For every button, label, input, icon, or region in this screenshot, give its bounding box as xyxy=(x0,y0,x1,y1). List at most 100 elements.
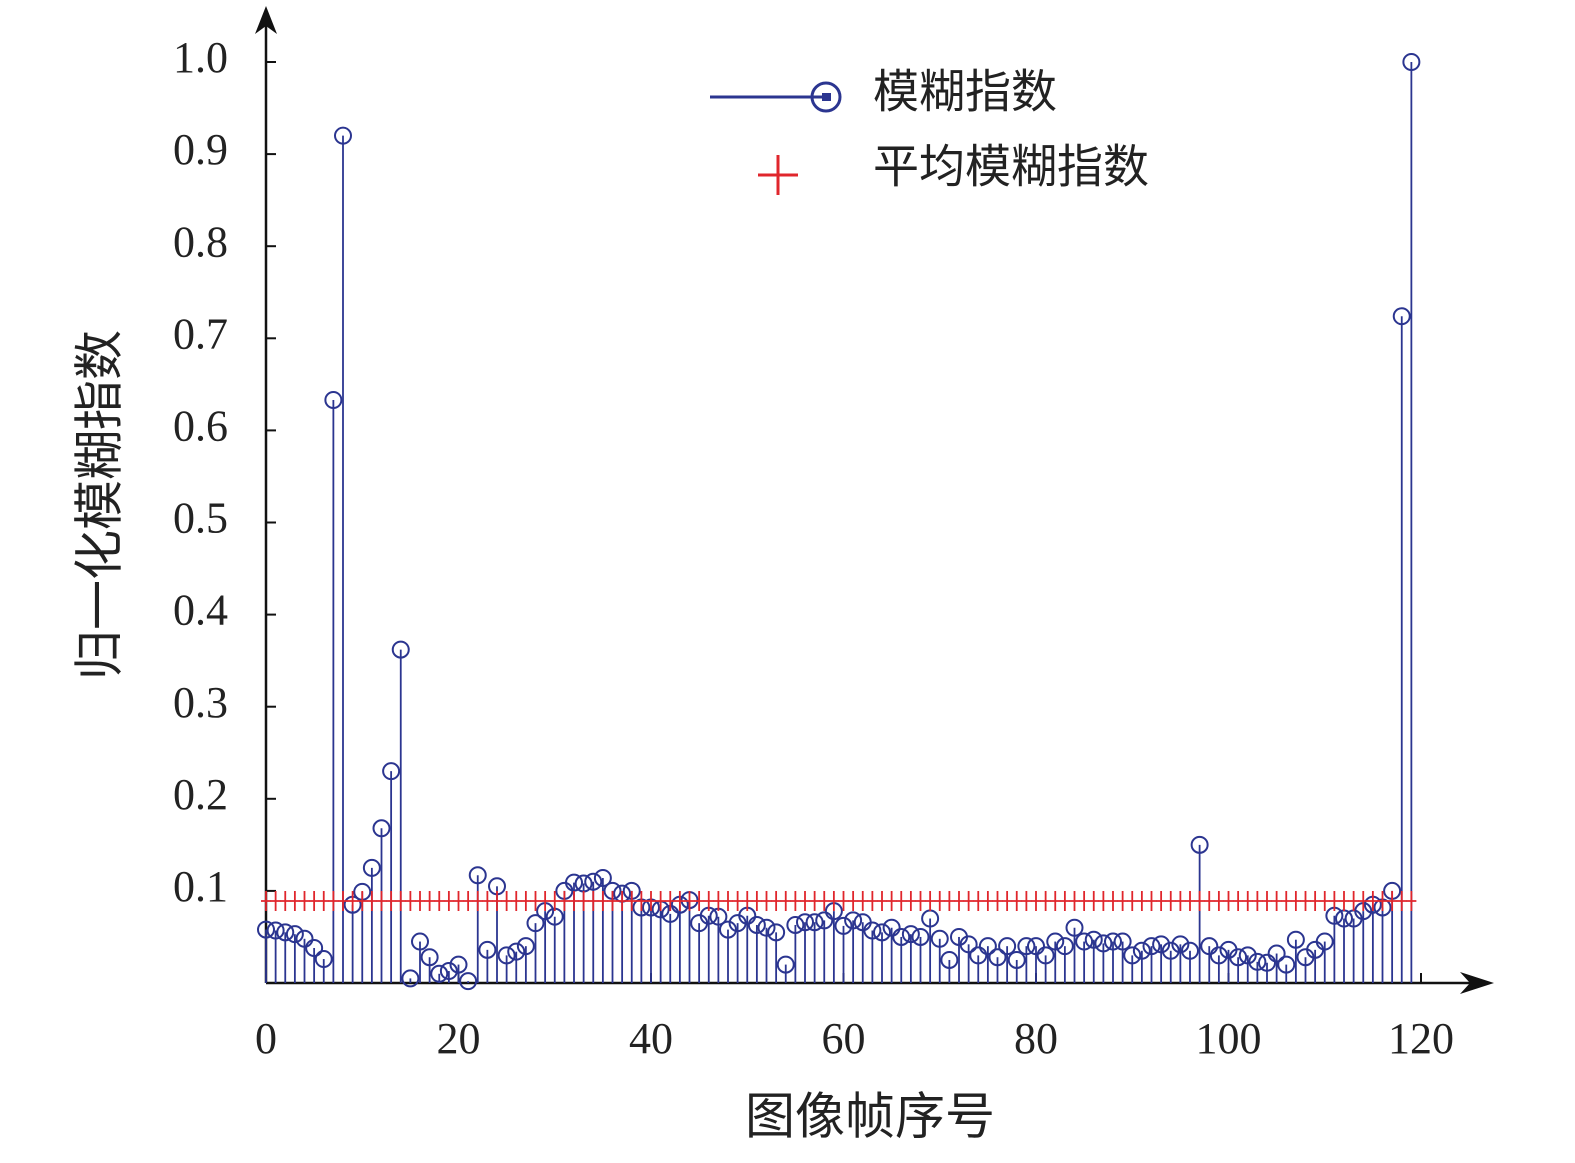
mean-marker xyxy=(1204,891,1215,912)
y-tick-label: 0.9 xyxy=(173,125,228,174)
stem-marker xyxy=(1142,937,1161,956)
x-axis-arrow xyxy=(1460,972,1494,994)
stem-marker xyxy=(969,946,988,965)
stem-marker xyxy=(1161,941,1180,960)
stem-marker xyxy=(844,911,863,930)
mean-marker xyxy=(867,891,878,912)
stem-marker xyxy=(526,914,545,933)
stem-marker xyxy=(911,927,930,946)
stem-marker xyxy=(988,948,1007,967)
stem-marker xyxy=(998,937,1017,956)
mean-marker xyxy=(270,891,281,912)
mean-marker xyxy=(1117,891,1128,912)
y-tick-label: 0.6 xyxy=(173,401,228,450)
mean-marker xyxy=(366,891,377,912)
mean-marker xyxy=(1011,891,1022,912)
mean-marker xyxy=(877,891,887,912)
mean-marker xyxy=(626,891,637,912)
stem-marker xyxy=(1132,941,1151,960)
x-tick-label: 40 xyxy=(629,1014,673,1063)
y-axis-arrow xyxy=(255,6,277,34)
stem-marker xyxy=(863,921,882,940)
stem-marker xyxy=(1075,932,1094,951)
mean-marker xyxy=(1358,891,1369,912)
mean-marker xyxy=(453,891,464,912)
stem-marker xyxy=(324,391,343,410)
stem-marker xyxy=(1171,935,1190,954)
mean-marker xyxy=(1223,891,1234,912)
mean-marker xyxy=(424,891,435,912)
mean-marker xyxy=(703,891,714,912)
stem-marker xyxy=(1123,946,1142,965)
mean-marker xyxy=(674,891,685,912)
stem-marker xyxy=(314,950,333,969)
mean-marker xyxy=(578,891,589,912)
mean-marker xyxy=(809,891,820,912)
mean-marker xyxy=(1136,891,1147,912)
mean-marker xyxy=(1069,891,1080,912)
mean-marker xyxy=(992,891,1003,912)
stem-marker xyxy=(940,950,959,969)
mean-marker xyxy=(790,891,801,912)
mean-marker xyxy=(896,891,907,912)
stem-marker xyxy=(497,946,516,965)
mean-marker xyxy=(925,891,936,912)
mean-marker xyxy=(261,891,271,912)
mean-marker xyxy=(828,891,839,912)
mean-marker xyxy=(376,891,387,912)
legend-plus xyxy=(758,155,798,195)
y-tick-label: 0.4 xyxy=(173,586,228,635)
stem-marker xyxy=(805,913,824,932)
mean-marker xyxy=(1127,891,1138,912)
mean-marker xyxy=(732,891,743,912)
x-tick-label: 20 xyxy=(437,1014,481,1063)
y-tick-label: 0.1 xyxy=(173,862,228,911)
mean-marker xyxy=(357,891,368,912)
mean-marker xyxy=(1262,891,1272,912)
mean-marker xyxy=(472,891,483,912)
stem-marker xyxy=(516,937,535,956)
mean-marker xyxy=(1021,891,1032,912)
mean-marker xyxy=(328,891,339,912)
mean-marker xyxy=(1146,891,1157,912)
stem-marker xyxy=(257,920,275,939)
mean-marker xyxy=(549,891,560,912)
stem-marker xyxy=(978,937,997,956)
stem-marker xyxy=(1084,930,1103,949)
mean-marker xyxy=(1387,891,1398,912)
mean-marker xyxy=(280,891,291,912)
mean-marker xyxy=(1213,891,1224,912)
mean-marker xyxy=(771,891,782,912)
mean-marker xyxy=(443,891,454,912)
mean-marker xyxy=(751,891,762,912)
stem-marker xyxy=(276,923,295,942)
stem-marker xyxy=(892,927,911,946)
mean-marker xyxy=(520,891,531,912)
mean-marker xyxy=(1300,891,1311,912)
mean-marker xyxy=(492,891,502,912)
mean-marker xyxy=(886,891,897,912)
y-tick-label: 0.3 xyxy=(173,678,228,727)
stem-marker xyxy=(1229,948,1248,967)
mean-marker xyxy=(559,891,570,912)
stem-marker xyxy=(1017,937,1036,956)
mean-marker xyxy=(1290,891,1301,912)
stem-marker xyxy=(1402,53,1421,71)
stem-marker xyxy=(1248,952,1267,971)
mean-marker xyxy=(1031,891,1041,912)
stem-marker xyxy=(1267,944,1286,963)
mean-marker xyxy=(723,891,733,912)
mean-marker xyxy=(646,891,656,912)
x-tick-label: 0 xyxy=(255,1014,277,1063)
mean-marker xyxy=(395,891,406,912)
stem-marker xyxy=(420,948,439,967)
mean-marker xyxy=(1108,891,1118,912)
legend-marker xyxy=(810,81,842,113)
mean-marker xyxy=(905,891,916,912)
y-tick-label: 1.0 xyxy=(173,33,228,82)
mean-marker xyxy=(954,891,964,912)
mean-marker xyxy=(569,891,579,912)
mean-marker xyxy=(1406,891,1417,912)
stem-marker xyxy=(747,915,766,934)
mean-marker xyxy=(1281,891,1292,912)
